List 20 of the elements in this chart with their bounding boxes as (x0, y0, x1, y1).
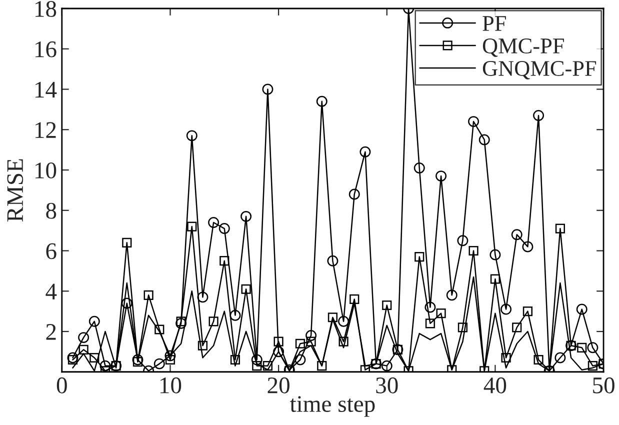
y-tick-label: 12 (36, 122, 56, 138)
x-tick-label: 0 (56, 377, 67, 394)
y-tick-label: 4 (46, 284, 57, 300)
y-tick-label: 6 (46, 243, 56, 260)
y-tick-label: 14 (36, 82, 57, 98)
legend-label: GNQMC-PF (482, 61, 596, 80)
y-tick-label: 18 (36, 0, 56, 17)
legend-label: PF (482, 16, 506, 31)
x-tick-label: 30 (376, 377, 398, 394)
legend-label: QMC-PF (482, 38, 564, 57)
x-tick-label: 50 (593, 377, 614, 394)
y-tick-label: 16 (36, 41, 56, 58)
x-tick-label: 20 (268, 377, 290, 394)
y-axis-title: RMSE (7, 159, 24, 222)
x-tick-label: 10 (160, 377, 182, 394)
y-tick-label: 2 (46, 324, 56, 340)
y-tick-label: 8 (46, 202, 56, 219)
x-axis-title: time step (290, 396, 375, 417)
x-tick-label: 40 (484, 377, 506, 394)
y-tick-label: 10 (36, 162, 56, 178)
